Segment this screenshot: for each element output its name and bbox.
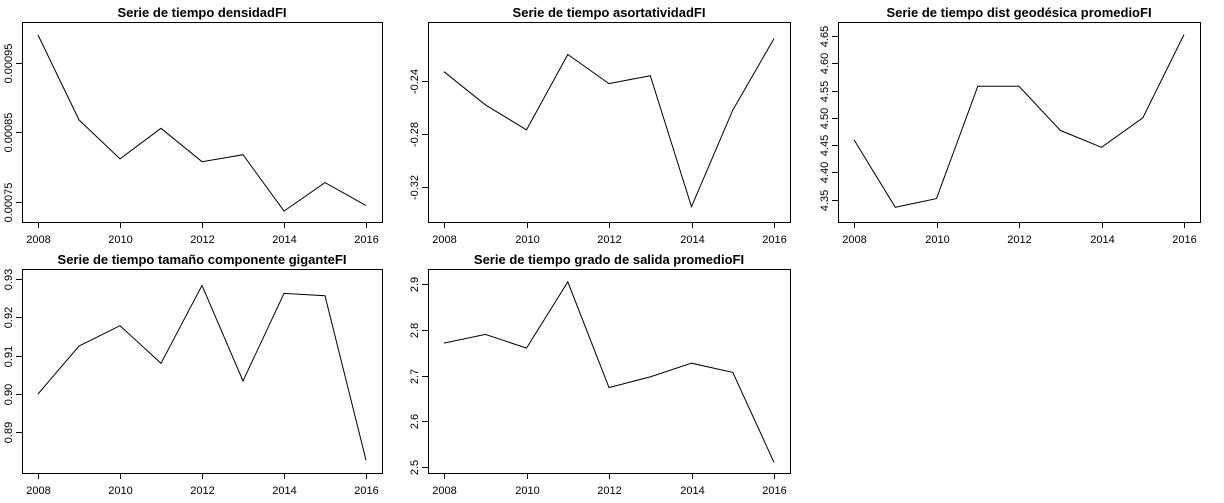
x-tick-label: 2008: [432, 234, 456, 246]
series-line: [37, 34, 367, 212]
x-tick-label: 2008: [26, 234, 50, 246]
chart-panel-4: Serie de tiempo tamaño componente gigant…: [3, 252, 383, 497]
series-line: [443, 38, 775, 209]
y-tick-label: 0.00085: [3, 113, 15, 153]
x-tick-label: 2008: [432, 485, 456, 497]
y-tick-label: -0.32: [409, 175, 421, 200]
x-tick-label: 2012: [597, 234, 621, 246]
x-tick-label: 2010: [515, 485, 539, 497]
series-line: [853, 34, 1185, 208]
x-tick-label: 2016: [762, 485, 786, 497]
x-tick-label: 2008: [26, 485, 50, 497]
x-tick-label: 2010: [108, 234, 132, 246]
plot-box: [22, 22, 383, 223]
y-tick-label: 0.91: [3, 346, 15, 367]
chart-panel-5: Serie de tiempo grado de salida promedio…: [409, 252, 791, 497]
chart-panel-3: Serie de tiempo dist geodésica promedioF…: [819, 5, 1201, 246]
y-tick-label: 0.89: [3, 422, 15, 443]
chart-title: Serie de tiempo densidadFI: [117, 5, 286, 20]
chart-panel-2: Serie de tiempo asortatividadFI 2008 2010 2…: [409, 5, 791, 246]
y-tick-label: 2.8: [409, 323, 421, 338]
x-tick-label: 2016: [762, 234, 786, 246]
x-tick-label: 2012: [190, 485, 214, 497]
x-tick-label: 2016: [1172, 234, 1196, 246]
x-tick-label: 2016: [354, 234, 378, 246]
y-tick-label: 2.9: [409, 277, 421, 292]
y-tick-label: 4.60: [819, 53, 831, 74]
y-tick-label: 2.7: [409, 369, 421, 384]
chart-title: Serie de tiempo grado de salida promedio…: [474, 252, 744, 267]
x-tick-label: 2014: [272, 485, 296, 497]
x-tick-label: 2016: [354, 485, 378, 497]
y-tick-label: 0.90: [3, 384, 15, 405]
y-tick-label: 4.45: [819, 135, 831, 156]
y-tick-label: 0.92: [3, 307, 15, 328]
series-line: [37, 284, 367, 461]
y-tick-label: 2.6: [409, 414, 421, 429]
y-tick-label: 4.55: [819, 81, 831, 102]
y-tick-label: 0.93: [3, 269, 15, 290]
x-tick-label: 2012: [1007, 234, 1031, 246]
chart-panel-1: Serie de tiempo densidadFI 2008 2010 2012 20…: [3, 5, 383, 246]
plot-box: [22, 269, 383, 474]
chart-title: Serie de tiempo asortatividadFI: [513, 5, 706, 20]
y-tick-label: 4.35: [819, 190, 831, 211]
y-tick-label: -0.28: [409, 122, 421, 147]
x-tick-label: 2012: [597, 485, 621, 497]
x-tick-label: 2014: [680, 234, 704, 246]
x-tick-label: 2010: [108, 485, 132, 497]
series-line: [443, 280, 775, 463]
y-tick-label: 4.50: [819, 108, 831, 129]
y-tick-label: 4.40: [819, 162, 831, 183]
x-tick-label: 2012: [190, 234, 214, 246]
x-tick-label: 2014: [680, 485, 704, 497]
y-tick-label: 0.00075: [3, 183, 15, 223]
plot-box: [428, 22, 791, 223]
x-tick-label: 2014: [272, 234, 296, 246]
x-tick-label: 2008: [842, 234, 866, 246]
y-tick-label: 4.65: [819, 26, 831, 47]
x-tick-label: 2010: [925, 234, 949, 246]
chart-title: Serie de tiempo dist geodésica promedioF…: [886, 5, 1151, 20]
plot-box: [428, 269, 791, 474]
y-tick-label: -0.24: [409, 69, 421, 94]
chart-title: Serie de tiempo tamaño componente gigant…: [58, 252, 347, 267]
plot-box: [838, 22, 1201, 223]
y-tick-label: 0.00095: [3, 44, 15, 84]
y-tick-label: 2.5: [409, 460, 421, 475]
x-tick-label: 2010: [515, 234, 539, 246]
x-tick-label: 2014: [1090, 234, 1114, 246]
